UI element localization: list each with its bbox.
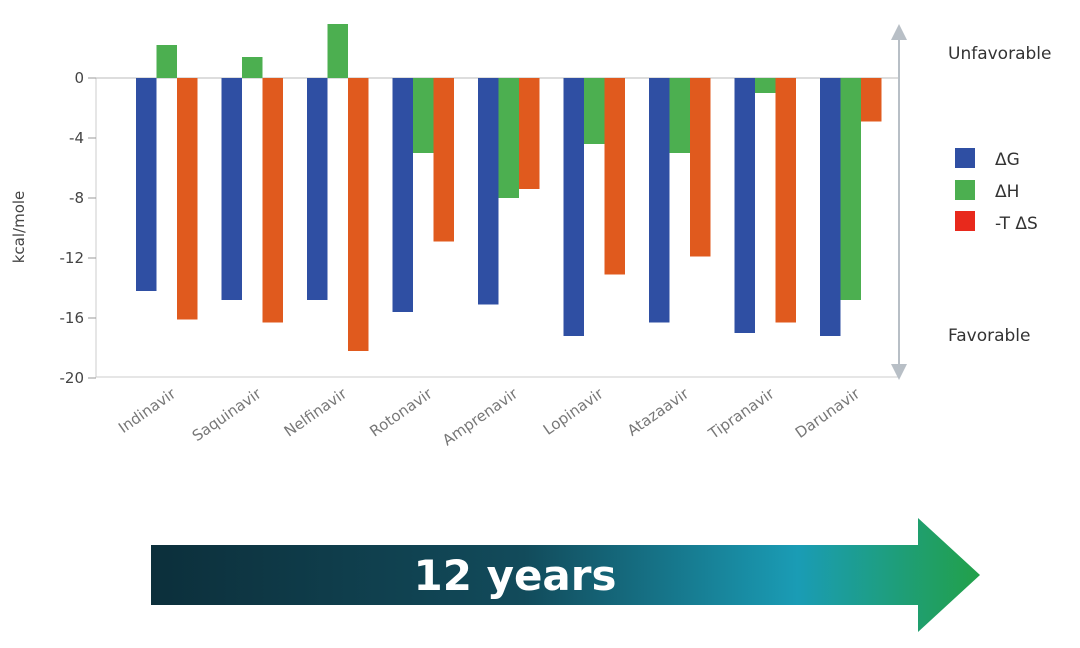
bars	[136, 24, 882, 351]
bar-saquinavir-dg	[221, 78, 242, 300]
range-arrow-up-icon	[891, 24, 907, 40]
bar-indinavir-tds	[177, 78, 198, 320]
legend-swatch-dg	[955, 148, 975, 168]
x-tick-label: Saquinavir	[189, 384, 265, 445]
bar-darunavir-dh	[840, 78, 861, 300]
bar-amprenavir-dg	[478, 78, 499, 305]
y-tick-label: -16	[60, 309, 85, 327]
bar-indinavir-dh	[156, 45, 177, 78]
bar-saquinavir-dh	[242, 57, 263, 78]
bar-indinavir-dg	[136, 78, 157, 291]
x-tick-label: Tipranavir	[704, 384, 778, 443]
bar-darunavir-tds	[861, 78, 882, 122]
legend-label-tds: -T ΔS	[995, 214, 1038, 234]
bar-nelfinavir-dh	[327, 24, 348, 78]
bar-rotonavir-dg	[392, 78, 413, 312]
legend: ΔG ΔH -T ΔS	[955, 148, 1038, 234]
annotation-favorable: Favorable	[948, 326, 1030, 346]
bar-tipranavir-tds	[775, 78, 796, 323]
bar-atazaavir-dh	[669, 78, 690, 153]
bar-nelfinavir-dg	[307, 78, 328, 300]
bar-lopinavir-dg	[563, 78, 584, 336]
x-tick-label: Amprenavir	[439, 384, 522, 449]
annotation-unfavorable: Unfavorable	[948, 44, 1051, 64]
y-axis-ticks: 0 -4 -8 -12 -16 -20	[60, 69, 96, 387]
bar-saquinavir-tds	[262, 78, 283, 323]
timeline-arrow-icon	[151, 518, 980, 632]
y-tick-label: -4	[69, 129, 84, 147]
x-axis-labels: Indinavir Saquinavir Nelfinavir Rotonavir Am…	[115, 384, 864, 449]
range-arrow-down-icon	[891, 364, 907, 380]
bar-tipranavir-dh	[755, 78, 776, 93]
bar-amprenavir-dh	[498, 78, 519, 198]
bar-amprenavir-tds	[519, 78, 540, 189]
bar-rotonavir-dh	[413, 78, 434, 153]
y-tick-label: -8	[69, 189, 84, 207]
legend-label-dg: ΔG	[995, 150, 1020, 170]
bar-lopinavir-tds	[604, 78, 625, 275]
legend-swatch-dh	[955, 180, 975, 200]
bar-atazaavir-dg	[649, 78, 670, 323]
legend-swatch-tds	[955, 211, 975, 231]
bar-tipranavir-dg	[734, 78, 755, 333]
timeline-label: 12 years	[414, 551, 617, 600]
bar-darunavir-dg	[820, 78, 841, 336]
bar-lopinavir-dh	[584, 78, 605, 144]
y-tick-label: -20	[60, 369, 85, 387]
y-tick-label: -12	[60, 249, 85, 267]
bar-rotonavir-tds	[433, 78, 454, 242]
x-tick-label: Lopinavir	[540, 384, 607, 439]
y-axis-label: kcal/mole	[10, 191, 28, 264]
x-tick-label: Nelfinavir	[281, 384, 351, 441]
x-tick-label: Indinavir	[115, 384, 180, 437]
y-tick-label: 0	[74, 69, 84, 87]
x-tick-label: Darunavir	[792, 384, 864, 442]
legend-label-dh: ΔH	[995, 182, 1019, 202]
x-tick-label: Atazaavir	[624, 384, 693, 440]
bar-atazaavir-tds	[690, 78, 711, 257]
bar-nelfinavir-tds	[348, 78, 369, 351]
x-tick-label: Rotonavir	[366, 384, 436, 440]
